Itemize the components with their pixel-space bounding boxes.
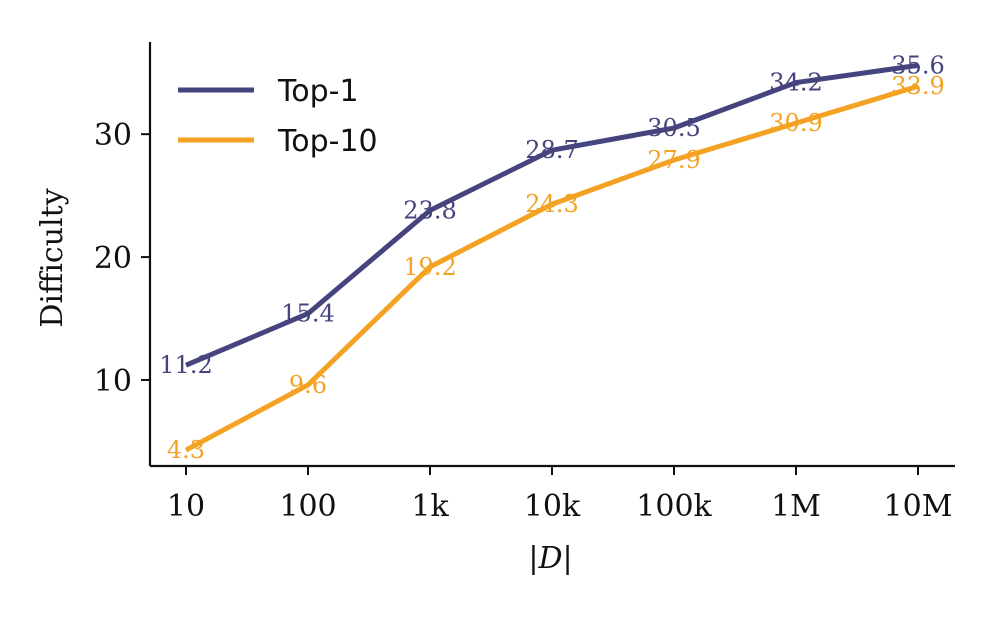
y-tick-label: 20	[94, 241, 132, 276]
series-line-top-1	[185, 62, 919, 368]
data-label-top-1: 28.7	[525, 136, 578, 164]
x-axis-title: |D|	[528, 541, 572, 576]
data-label-top-10: 9.6	[289, 371, 327, 399]
y-ticks: 10 20 30	[94, 118, 150, 399]
x-tick-label: 10	[167, 489, 205, 524]
data-label-top-1: 30.5	[647, 114, 700, 142]
x-tick-label: 10k	[524, 489, 581, 524]
data-label-top-1: 34.2	[769, 69, 822, 97]
data-label-top-10: 19.2	[403, 253, 456, 281]
x-tick-label: 1k	[411, 489, 449, 524]
data-label-top-10: 33.9	[891, 72, 944, 100]
data-label-top-1: 11.2	[159, 351, 212, 379]
legend-label-top-10: Top-10	[277, 124, 378, 159]
data-label-top-10: 24.3	[525, 190, 578, 218]
x-tick-label: 1M	[771, 489, 821, 524]
x-tick-label: 100	[279, 489, 336, 524]
series-line-top-10	[184, 83, 919, 453]
data-label-top-10: 4.3	[167, 436, 205, 464]
legend: Top-1 Top-10	[178, 74, 378, 159]
y-tick-label: 10	[94, 364, 132, 399]
series-data-labels: 11.2 15.4 23.8 28.7 30.5 34.2 35.6 4.3 9.6 19.2 24…	[159, 51, 944, 464]
data-label-top-10: 27.9	[647, 146, 700, 174]
data-label-top-10: 30.9	[769, 109, 822, 137]
y-tick-label: 30	[94, 118, 132, 153]
y-axis-title: Difficulty	[35, 188, 70, 327]
data-label-top-1: 23.8	[403, 196, 456, 224]
x-tick-label: 10M	[884, 489, 953, 524]
legend-label-top-1: Top-1	[277, 74, 359, 109]
data-label-top-1: 15.4	[281, 300, 334, 328]
x-tick-label: 100k	[636, 489, 712, 524]
x-ticks: 10 100 1k 10k 100k 1M 10M	[167, 466, 953, 524]
series-lines	[184, 62, 919, 453]
data-label-top-1: 35.6	[891, 51, 944, 79]
